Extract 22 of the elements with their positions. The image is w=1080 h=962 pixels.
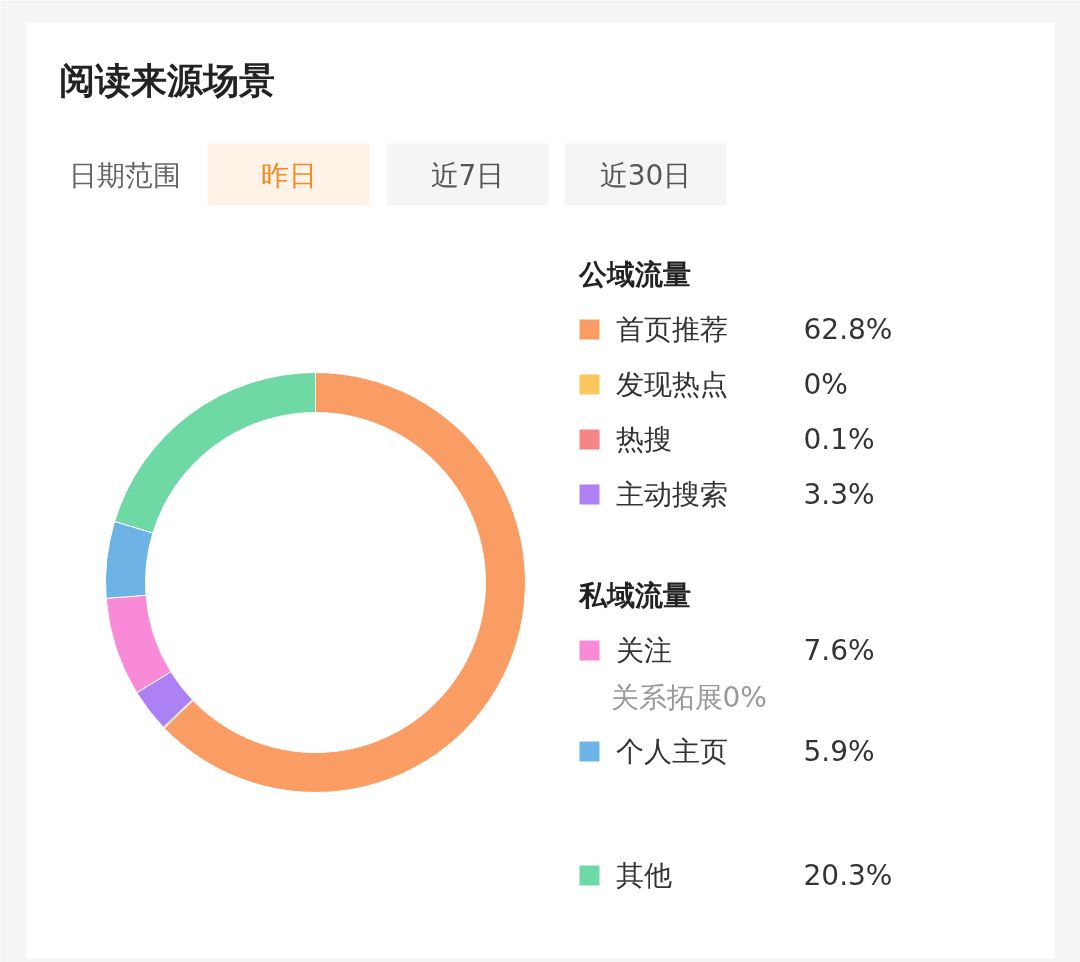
data-label: 62.8% (803, 313, 893, 346)
text: 近30日 (599, 159, 692, 192)
legend-label: 主动搜索 (615, 478, 728, 511)
data-label: 3.3% (803, 478, 875, 511)
legend-label: 首页推荐 (615, 313, 728, 346)
text: 近7日 (430, 159, 505, 192)
data-label: 0.1% (803, 423, 875, 456)
chart-title: 阅读来源场景 (58, 60, 275, 101)
text: 公域流量 (577, 258, 691, 291)
legend-label: 关注 (615, 634, 672, 667)
data-label: 20.3% (803, 859, 893, 892)
legend-label: 其他 (615, 859, 672, 892)
data-label: 5.9% (803, 735, 875, 768)
text: 日期范围 (68, 159, 181, 192)
text: 关系拓展0% (610, 681, 767, 714)
data-label: 7.6% (803, 634, 875, 667)
text: 0% (803, 368, 848, 401)
legend-label: 热搜 (615, 423, 672, 456)
legend-label: 发现热点 (615, 368, 728, 401)
legend-label: 个人主页 (615, 735, 728, 768)
text: 私域流量 (577, 579, 691, 612)
text: 昨日 (260, 159, 317, 192)
